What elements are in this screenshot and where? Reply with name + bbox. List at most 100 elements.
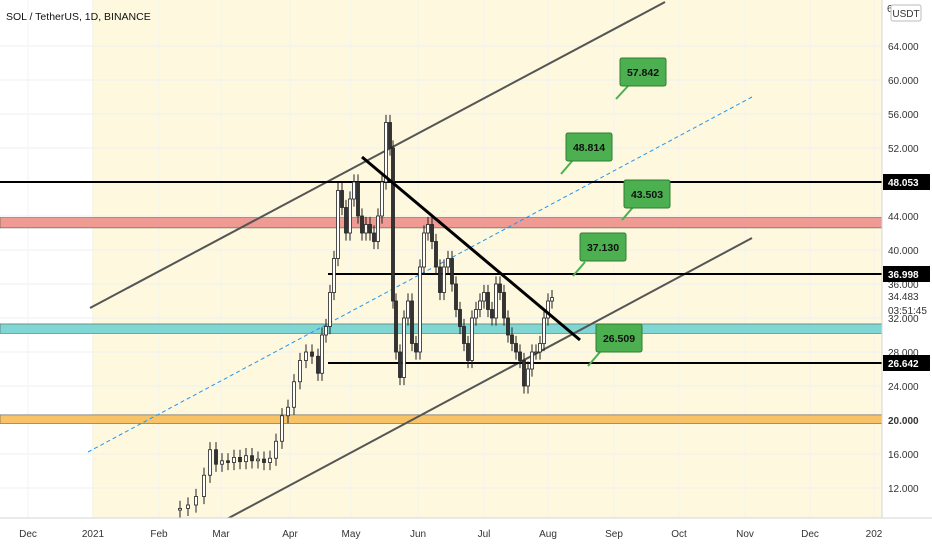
candle-body (340, 190, 344, 208)
candle-body (402, 317, 406, 378)
annotation-48814: 48.814 (560, 132, 613, 175)
price-tag (883, 174, 930, 190)
candle-body (324, 326, 328, 336)
candle-body (482, 292, 486, 302)
candle-body (336, 190, 340, 259)
candle-body (550, 297, 554, 302)
candle-body (280, 415, 284, 442)
candle-body (506, 317, 510, 336)
annotation-26509: 26.509 (587, 323, 643, 367)
candle-body (368, 224, 372, 234)
candle-body (486, 292, 490, 310)
top-partial-tick: 6 (887, 4, 893, 15)
candle-body (286, 406, 290, 417)
annotation-label: 48.814 (573, 142, 605, 154)
annotations: 57.842 48.814 43.503 37.130 26.509 (560, 57, 671, 367)
candle-body (256, 458, 260, 462)
candle-body (526, 368, 530, 387)
candle-body (462, 326, 466, 344)
price-tag (883, 412, 930, 428)
price-axis[interactable]: 64.00060.00056.00052.00048.00044.00040.0… (881, 0, 932, 518)
candle-body (414, 343, 418, 353)
candle-body (490, 309, 494, 319)
candle-body (474, 309, 478, 319)
candle-body (542, 317, 546, 344)
current-price: 34.483 (888, 292, 919, 303)
x-tick-label: Apr (282, 529, 298, 540)
candle-body (466, 343, 470, 361)
annotation-57842: 57.842 (615, 57, 667, 100)
annotation-label: 43.503 (631, 189, 663, 201)
candle-body (534, 351, 538, 354)
candle-body (348, 198, 352, 234)
candle-body (292, 381, 296, 408)
zone-base (0, 414, 883, 424)
candle-body (376, 215, 380, 242)
candle-body (410, 300, 414, 344)
candle-body (332, 258, 336, 293)
price-tag-label: 36.998 (888, 270, 919, 281)
annotation-label: 57.842 (627, 67, 659, 79)
candle-body (394, 300, 398, 353)
chart-title: SOL / TetherUS, 1D, BINANCE (6, 11, 151, 23)
candle-body (380, 181, 384, 217)
currency-button[interactable] (890, 4, 922, 22)
candle-body (194, 496, 198, 506)
y-tick-label: 40.000 (888, 246, 919, 257)
x-tick-label: May (342, 529, 361, 540)
candle-body (250, 455, 254, 462)
channel-zone (92, 0, 882, 518)
x-tick-label: Jun (410, 529, 426, 540)
x-tick-label: Dec (801, 529, 819, 540)
candle-body (426, 224, 430, 234)
candle-body (446, 258, 450, 268)
candle-body (178, 507, 182, 511)
x-tick-label: Feb (150, 529, 168, 540)
price-tag (883, 355, 930, 371)
price-tag-label: 20.000 (888, 416, 919, 427)
x-tick-label: Nov (736, 529, 754, 540)
candle-body (530, 351, 534, 370)
candle-body (232, 456, 236, 463)
x-tick-label: Aug (539, 529, 557, 540)
candle-body (514, 343, 518, 353)
y-tick-label: 16.000 (888, 450, 919, 461)
candle-body (344, 207, 348, 234)
candle-body (494, 283, 498, 319)
annotation-label: 26.509 (603, 333, 635, 345)
price-tag-label: 26.642 (888, 359, 919, 370)
candle-body (320, 334, 324, 374)
annotation-43503: 43.503 (621, 179, 671, 221)
candle-body (244, 455, 248, 463)
x-tick-label: 202 (866, 529, 883, 540)
candle-body (502, 292, 506, 319)
candle-body (360, 215, 364, 234)
candle-body (384, 122, 388, 183)
candle-body (364, 224, 368, 234)
y-tick-label: 64.000 (888, 42, 919, 53)
x-tick-label: Sep (605, 529, 623, 540)
time-axis[interactable]: Dec 2021 Feb Mar Apr May Jun Jul Aug Sep Oct Nov Dec… (0, 517, 932, 550)
x-tick-label: 2021 (82, 529, 105, 540)
y-tick-label: 12.000 (888, 484, 919, 495)
x-tick-label: Mar (212, 529, 230, 540)
x-tick-label: Oct (671, 529, 687, 540)
candle-body (298, 360, 302, 383)
candle-body (372, 232, 376, 242)
candle-body (186, 504, 190, 509)
candle-body (356, 181, 360, 217)
candle-body (238, 456, 242, 463)
candle-body (262, 458, 266, 463)
candle-body (438, 266, 442, 293)
candle-body (226, 460, 230, 463)
candle-body (398, 351, 402, 378)
y-tick-label: 60.000 (888, 76, 919, 87)
candle-body (522, 360, 526, 387)
y-tick-label: 36.000 (888, 280, 919, 291)
candle-body (434, 241, 438, 268)
candle-body (470, 317, 474, 361)
candle-body (202, 474, 206, 497)
candle-body (518, 351, 522, 361)
candle-body (388, 122, 392, 149)
